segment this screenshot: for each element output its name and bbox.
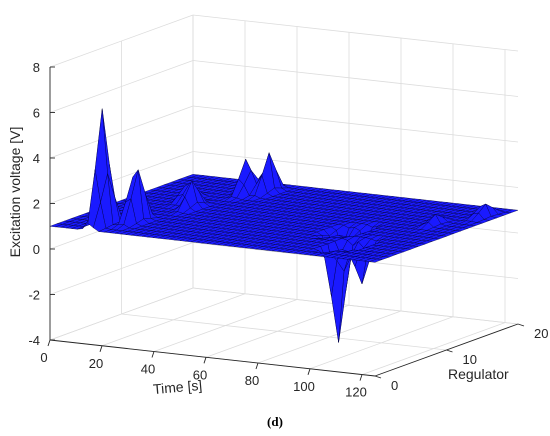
y-tick-mark-1 xyxy=(446,349,453,353)
side-gridline-z-6 xyxy=(49,14,194,68)
z-tick-label-1: -2 xyxy=(28,288,40,303)
x-tick-mark-3 xyxy=(203,357,207,364)
y-tick-label-2: 20 xyxy=(534,326,548,341)
x-axis-line xyxy=(49,339,376,377)
side-gridline-z-1 xyxy=(49,242,194,295)
x-tick-label-3: 60 xyxy=(193,367,207,382)
y-tick-mark-0 xyxy=(374,375,382,379)
figure-caption: (d) xyxy=(267,414,283,429)
axes-grid xyxy=(47,14,525,381)
y-tick-label-0: 0 xyxy=(391,378,398,393)
back-gridline-z-0 xyxy=(192,287,519,325)
z-tick-label-2: 0 xyxy=(33,242,40,257)
x-tick-mark-2 xyxy=(151,351,155,358)
y-tick-mark-2 xyxy=(517,323,525,327)
tick-labels: 0 20 40 60 80 100 120 0 10 20 -4 -2 0 2 4 6 8 xyxy=(28,60,548,400)
x-tick-label-2: 40 xyxy=(141,362,155,377)
back-gridline-z-6 xyxy=(192,14,519,52)
x-tick-mark-5 xyxy=(307,368,311,375)
x-tick-mark-1 xyxy=(99,345,103,352)
z-tick-label-4: 4 xyxy=(33,151,40,166)
back-gridline-z-3 xyxy=(192,151,519,188)
surface-mesh xyxy=(49,108,519,343)
side-gridline-z-0 xyxy=(49,287,194,341)
side-gridline-z-4 xyxy=(49,105,194,159)
back-gridline-z-5 xyxy=(192,60,519,97)
z-tick-label-3: 2 xyxy=(33,197,40,212)
x-tick-label-1: 20 xyxy=(89,356,103,371)
y-axis-label: Regulator xyxy=(448,366,509,382)
side-gridline-z-5 xyxy=(49,60,194,113)
x-tick-mark-4 xyxy=(255,362,259,370)
back-gridline-z-4 xyxy=(192,105,519,143)
x-tick-mark-0 xyxy=(47,339,51,347)
x-tick-label-4: 80 xyxy=(245,373,259,388)
x-tick-mark-6 xyxy=(359,374,363,381)
z-tick-label-5: 6 xyxy=(33,106,40,121)
side-gridline-z-3 xyxy=(49,151,194,204)
z-tick-label-6: 8 xyxy=(33,60,40,75)
y-tick-label-1: 10 xyxy=(463,352,477,367)
z-axis-label: Excitation voltage [V] xyxy=(7,127,23,258)
surface-patch-59-0 xyxy=(369,258,383,263)
x-tick-label-6: 120 xyxy=(345,385,367,400)
x-tick-label-0: 0 xyxy=(40,350,47,365)
floor-gridline-y-1 xyxy=(121,313,447,351)
x-axis-label: Time [s] xyxy=(152,377,202,397)
x-tick-label-5: 100 xyxy=(293,379,315,394)
z-tick-label-0: -4 xyxy=(28,333,40,348)
